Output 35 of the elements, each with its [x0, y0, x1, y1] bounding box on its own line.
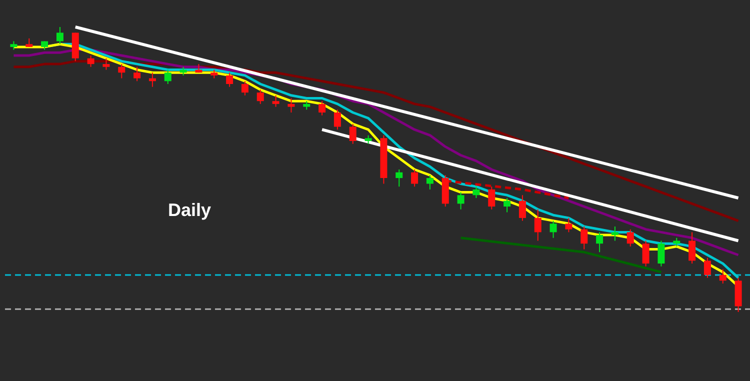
candlestick — [134, 66, 141, 82]
candlestick — [256, 89, 264, 104]
candlestick — [580, 226, 588, 250]
candlestick — [472, 186, 480, 198]
candlestick — [626, 228, 634, 247]
candlestick — [596, 232, 604, 253]
candlestick — [704, 257, 711, 278]
candlestick — [611, 226, 618, 242]
candlestick — [488, 186, 496, 210]
candlestick — [426, 174, 434, 190]
candlestick — [288, 98, 295, 113]
candlestick — [102, 58, 110, 70]
candlestick — [518, 194, 526, 222]
candlestick — [719, 268, 726, 284]
candlestick — [642, 240, 650, 267]
candlestick — [534, 208, 542, 242]
candlestick — [56, 26, 64, 45]
candlestick — [272, 94, 280, 108]
candlestick — [688, 232, 696, 264]
candlestick — [226, 72, 234, 88]
candlestick — [504, 198, 511, 213]
candlestick — [118, 64, 126, 79]
candlestick — [87, 55, 94, 68]
candlestick — [318, 100, 326, 116]
candlestick — [658, 240, 665, 267]
candlestick — [349, 123, 356, 144]
candlestick — [241, 80, 248, 96]
candlestick — [396, 169, 403, 188]
candlestick — [164, 69, 172, 84]
candlestick — [411, 169, 418, 188]
candlestick — [550, 220, 557, 238]
candlestick — [334, 109, 341, 130]
annotation: Daily — [168, 200, 212, 221]
candlestick — [565, 217, 572, 233]
candlestick — [457, 192, 464, 210]
